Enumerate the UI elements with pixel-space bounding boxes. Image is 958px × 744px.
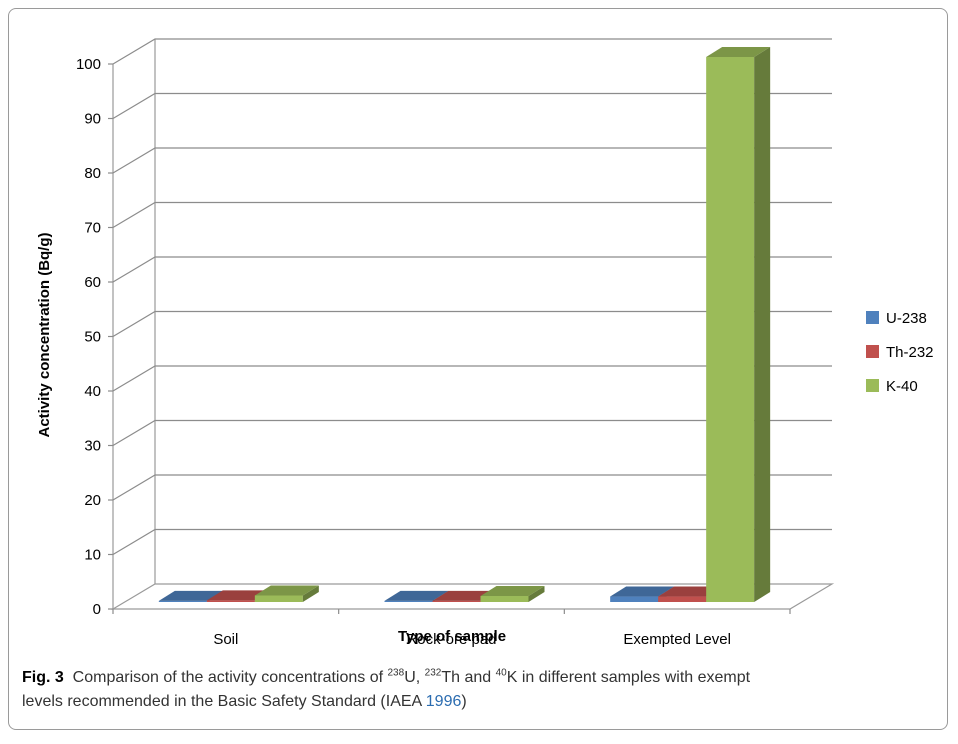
- bar-k-40-1: [480, 586, 545, 602]
- legend: U-238 Th-232 K-40: [866, 310, 934, 395]
- gridline: [112, 92, 832, 120]
- legend-swatch-u-238: [866, 311, 879, 324]
- gridline: [112, 256, 832, 283]
- gridline: [112, 310, 832, 338]
- y-axis-label: Activity concentration (Bq/g): [36, 232, 53, 437]
- caption-close: ): [461, 693, 467, 710]
- x-tick-label: Exempted Level: [623, 631, 731, 648]
- legend-label-th-232: Th-232: [886, 344, 934, 361]
- y-tick-label: 40: [84, 383, 101, 400]
- gridline: [112, 474, 832, 501]
- gridline: [112, 201, 832, 229]
- gridline: [112, 38, 832, 65]
- caption-sup-k: 40: [495, 667, 507, 679]
- gridline: [112, 147, 832, 174]
- x-tick-labels: Soil Rock-ore pad Exempted Level: [213, 631, 731, 648]
- legend-swatch-k-40: [866, 379, 879, 392]
- caption-th: Th and: [441, 669, 492, 686]
- gridline: [112, 419, 832, 447]
- caption-text-1: Comparison of the activity concentration…: [72, 669, 384, 686]
- x-tick-label: Soil: [213, 631, 238, 648]
- caption-u: U,: [404, 669, 421, 686]
- figure-frame: [8, 8, 948, 730]
- gridline: [112, 365, 832, 392]
- y-tick-label: 100: [76, 56, 101, 73]
- y-tick-label: 10: [84, 547, 101, 564]
- y-tick-label: 50: [84, 329, 101, 346]
- figure-caption: Fig. 3 Comparison of the activity concen…: [22, 666, 922, 714]
- caption-sup-th: 232: [424, 667, 442, 679]
- y-tick-label: 80: [84, 165, 101, 182]
- caption-citation-link[interactable]: 1996: [425, 693, 462, 710]
- gridline: [112, 528, 832, 556]
- y-tick-labels: 0 10 20 30 40 50 60 70 80 90 100: [76, 56, 101, 618]
- y-tick-label: 0: [93, 601, 101, 618]
- legend-label-u-238: U-238: [886, 310, 927, 327]
- bar-k-40-0: [254, 585, 319, 602]
- legend-label-k-40: K-40: [886, 378, 918, 395]
- y-tick-label: 90: [84, 111, 101, 128]
- legend-swatch-th-232: [866, 345, 879, 358]
- y-tick-label: 70: [84, 220, 101, 237]
- chart: 0 10 20 30 40 50 60 70 80 90 100 Soil Rock-ore pad E…: [36, 38, 934, 648]
- y-tick-label: 30: [84, 438, 101, 455]
- caption-text-2: K in different samples with exempt: [506, 669, 751, 686]
- caption-text-3: levels recommended in the Basic Safety S…: [22, 693, 422, 710]
- bars: [158, 47, 771, 602]
- bar-k-40-2: [706, 47, 771, 602]
- figure-label: Fig. 3: [22, 669, 64, 686]
- caption-sup-u: 238: [387, 667, 405, 679]
- y-tick-label: 20: [84, 492, 101, 509]
- y-tick-label: 60: [84, 274, 101, 291]
- x-axis-label: Type of sample: [398, 628, 506, 645]
- x-tick-label: Rock-ore pad: [406, 631, 496, 648]
